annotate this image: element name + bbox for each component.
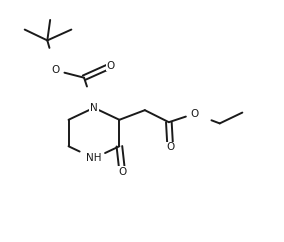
Text: O: O bbox=[118, 166, 126, 176]
Text: O: O bbox=[52, 66, 60, 76]
Text: O: O bbox=[190, 109, 199, 119]
Text: O: O bbox=[166, 143, 174, 152]
Text: O: O bbox=[107, 61, 115, 71]
Text: NH: NH bbox=[86, 153, 102, 163]
Text: N: N bbox=[90, 103, 98, 113]
